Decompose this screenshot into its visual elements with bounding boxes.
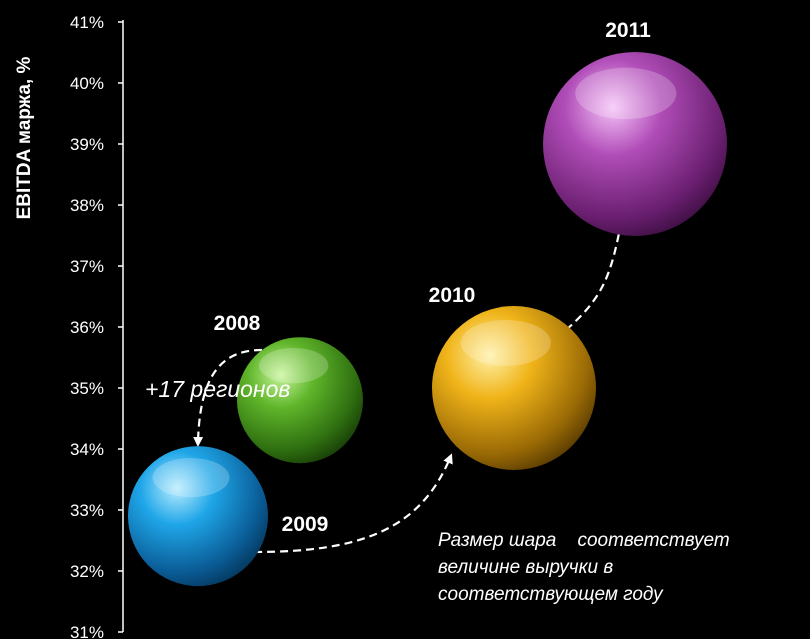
y-tick-label: 34% bbox=[70, 440, 104, 459]
y-tick-label: 41% bbox=[70, 13, 104, 32]
bubbles: 2008 2009 2010 2011 bbox=[128, 19, 727, 586]
y-tick-label: 39% bbox=[70, 135, 104, 154]
bubble-label-2008: 2008 bbox=[214, 312, 261, 335]
bubble-highlight bbox=[153, 458, 230, 497]
y-tick-label: 38% bbox=[70, 196, 104, 215]
regions-annotation: +17 регионов bbox=[145, 376, 290, 402]
y-tick-label: 37% bbox=[70, 257, 104, 276]
bubble-highlight bbox=[461, 320, 551, 366]
y-tick-label: 33% bbox=[70, 501, 104, 520]
y-tick-label: 40% bbox=[70, 74, 104, 93]
y-tick-label: 36% bbox=[70, 318, 104, 337]
y-tick-label: 32% bbox=[70, 562, 104, 581]
bubble-label-2009: 2009 bbox=[282, 513, 329, 536]
note-line-3: соответствующем году bbox=[438, 584, 664, 605]
bubble-label-2011: 2011 bbox=[605, 19, 651, 42]
y-axis-ticks: 31% 32% 33% 34% 35% 36% 37% 38% 39% 40% 41% bbox=[70, 13, 123, 639]
connector-2010-2011 bbox=[566, 228, 620, 330]
connector-2009-2010 bbox=[254, 458, 450, 552]
y-axis-title: EBITDA маржа, % bbox=[14, 57, 35, 220]
note-line-1: Размер шара соответствует bbox=[438, 530, 730, 551]
y-tick-label: 35% bbox=[70, 379, 104, 398]
y-tick-label: 31% bbox=[70, 623, 104, 639]
bubble-label-2010: 2010 bbox=[429, 284, 476, 307]
note-line-2: величине выручки в bbox=[438, 557, 613, 578]
bubble-highlight bbox=[575, 68, 676, 120]
